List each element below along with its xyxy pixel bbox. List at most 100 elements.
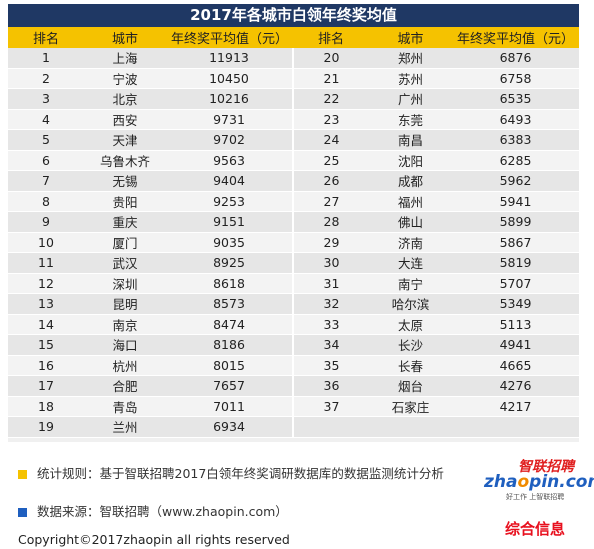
- table-row: 9 重庆 9151 28 佛山 5899: [8, 211, 579, 233]
- table-row: 5 天津 9702 24 南昌 6383: [8, 129, 579, 151]
- table-row: 7 无锡 9404 26 成都 5962: [8, 170, 579, 192]
- bonus-cell-2: 6876: [452, 48, 579, 69]
- rank-cell-2: 26: [292, 170, 369, 192]
- watermark: 综合信息: [505, 520, 566, 538]
- bonus-cell: 8925: [166, 252, 293, 274]
- bonus-cell-2: 4665: [452, 355, 579, 376]
- city-cell-2: 南昌: [369, 129, 452, 151]
- table-row: 4 西安 9731 23 东莞 6493: [8, 109, 579, 130]
- city-cell: 杭州: [84, 355, 166, 376]
- zhaopin-logo: 智联招聘 zhaopin.com 好工作 上智联招聘: [484, 456, 594, 504]
- rank-cell-2: 25: [292, 150, 369, 171]
- rank-cell: 2: [8, 68, 84, 89]
- bonus-cell: 7657: [166, 375, 293, 397]
- bonus-cell-2: 6493: [452, 109, 579, 130]
- table-row: 15 海口 8186 34 长沙 4941: [8, 334, 579, 356]
- note-source-text: 数据来源：智联招聘（www.zhaopin.com）: [37, 504, 288, 519]
- rank-cell: 16: [8, 355, 84, 376]
- yellow-square-icon: [18, 469, 27, 479]
- rank-cell: 17: [8, 375, 84, 397]
- rank-cell: 15: [8, 334, 84, 356]
- bonus-cell: 8186: [166, 334, 293, 356]
- city-cell-2: 太原: [369, 314, 452, 335]
- bonus-cell-2: 4217: [452, 396, 579, 417]
- logo-cn: 智联招聘: [518, 459, 574, 475]
- table-row: 8 贵阳 9253 27 福州 5941: [8, 191, 579, 212]
- city-cell: 厦门: [84, 232, 166, 253]
- logo-en: zhaopin.com: [484, 472, 594, 492]
- city-cell-2: 广州: [369, 88, 452, 110]
- header-city-2: 城市: [369, 27, 452, 48]
- rank-cell-2: 28: [292, 211, 369, 233]
- rank-cell-2: 20: [292, 48, 369, 69]
- bonus-cell: 9151: [166, 211, 293, 233]
- bonus-cell-2: 6285: [452, 150, 579, 171]
- table-row: 17 合肥 7657 36 烟台 4276: [8, 375, 579, 397]
- city-cell: 天津: [84, 129, 166, 151]
- city-cell-2: 哈尔滨: [369, 293, 452, 315]
- rank-cell-2: 37: [292, 396, 369, 417]
- bonus-cell: 10216: [166, 88, 293, 110]
- rank-cell-2: 23: [292, 109, 369, 130]
- city-cell: 武汉: [84, 252, 166, 274]
- header-bonus-2: 年终奖平均值（元）: [452, 27, 579, 48]
- ranking-table: 排名 城市 年终奖平均值（元） 排名 城市 年终奖平均值（元） 1 上海 11913…: [8, 27, 579, 438]
- rank-cell-2: 34: [292, 334, 369, 356]
- copyright: Copyright©2017zhaopin all rights reserve…: [18, 532, 290, 547]
- logo-en-a: zha: [484, 472, 518, 492]
- bonus-cell: 9404: [166, 170, 293, 192]
- bonus-cell-2: 5707: [452, 273, 579, 294]
- bonus-cell: 10450: [166, 68, 293, 89]
- rank-cell: 6: [8, 150, 84, 171]
- city-cell-2: 郑州: [369, 48, 452, 69]
- bonus-cell: 7011: [166, 396, 293, 417]
- rank-cell: 19: [8, 416, 84, 438]
- table-row: 3 北京 10216 22 广州 6535: [8, 88, 579, 110]
- table-header-row: 排名 城市 年终奖平均值（元） 排名 城市 年终奖平均值（元）: [8, 27, 579, 48]
- rank-cell: 3: [8, 88, 84, 110]
- bonus-cell-2: 4276: [452, 375, 579, 397]
- city-cell-2: 济南: [369, 232, 452, 253]
- rank-cell: 10: [8, 232, 84, 253]
- city-cell-2: 成都: [369, 170, 452, 192]
- rank-cell-2: 24: [292, 129, 369, 151]
- bonus-cell-2: 6535: [452, 88, 579, 110]
- rank-cell: 12: [8, 273, 84, 294]
- city-cell-2: 苏州: [369, 68, 452, 89]
- table-row: 1 上海 11913 20 郑州 6876: [8, 48, 579, 69]
- table-row: 16 杭州 8015 35 长春 4665: [8, 355, 579, 376]
- header-bonus: 年终奖平均值（元）: [166, 27, 293, 48]
- bonus-cell: 9731: [166, 109, 293, 130]
- logo-en-o: o: [517, 472, 530, 492]
- city-cell-2: 石家庄: [369, 396, 452, 417]
- rank-cell-2: 27: [292, 191, 369, 212]
- note-source: 数据来源：智联招聘（www.zhaopin.com）: [18, 502, 444, 522]
- rank-cell: 14: [8, 314, 84, 335]
- bonus-cell: 8474: [166, 314, 293, 335]
- bonus-cell-2: 4941: [452, 334, 579, 356]
- city-cell: 上海: [84, 48, 166, 69]
- rank-cell-2: 36: [292, 375, 369, 397]
- city-cell: 宁波: [84, 68, 166, 89]
- bonus-cell-2: 5899: [452, 211, 579, 233]
- bonus-cell: 9035: [166, 232, 293, 253]
- table-row: 14 南京 8474 33 太原 5113: [8, 314, 579, 335]
- bonus-cell-2: 5113: [452, 314, 579, 335]
- bonus-cell-2: [452, 416, 579, 438]
- rank-cell-2: 22: [292, 88, 369, 110]
- bonus-cell: 8618: [166, 273, 293, 294]
- bonus-cell: 6934: [166, 416, 293, 438]
- rank-cell-2: 32: [292, 293, 369, 315]
- table-row: 2 宁波 10450 21 苏州 6758: [8, 68, 579, 89]
- rank-cell: 13: [8, 293, 84, 315]
- city-cell-2: [369, 416, 452, 438]
- table-title: 2017年各城市白领年终奖均值: [8, 4, 579, 27]
- header-city: 城市: [84, 27, 166, 48]
- bonus-cell-2: 6383: [452, 129, 579, 151]
- city-cell-2: 长沙: [369, 334, 452, 356]
- table-row: 12 深圳 8618 31 南宁 5707: [8, 273, 579, 294]
- city-cell: 海口: [84, 334, 166, 356]
- table-row: 18 青岛 7011 37 石家庄 4217: [8, 396, 579, 417]
- city-cell-2: 沈阳: [369, 150, 452, 171]
- city-cell-2: 长春: [369, 355, 452, 376]
